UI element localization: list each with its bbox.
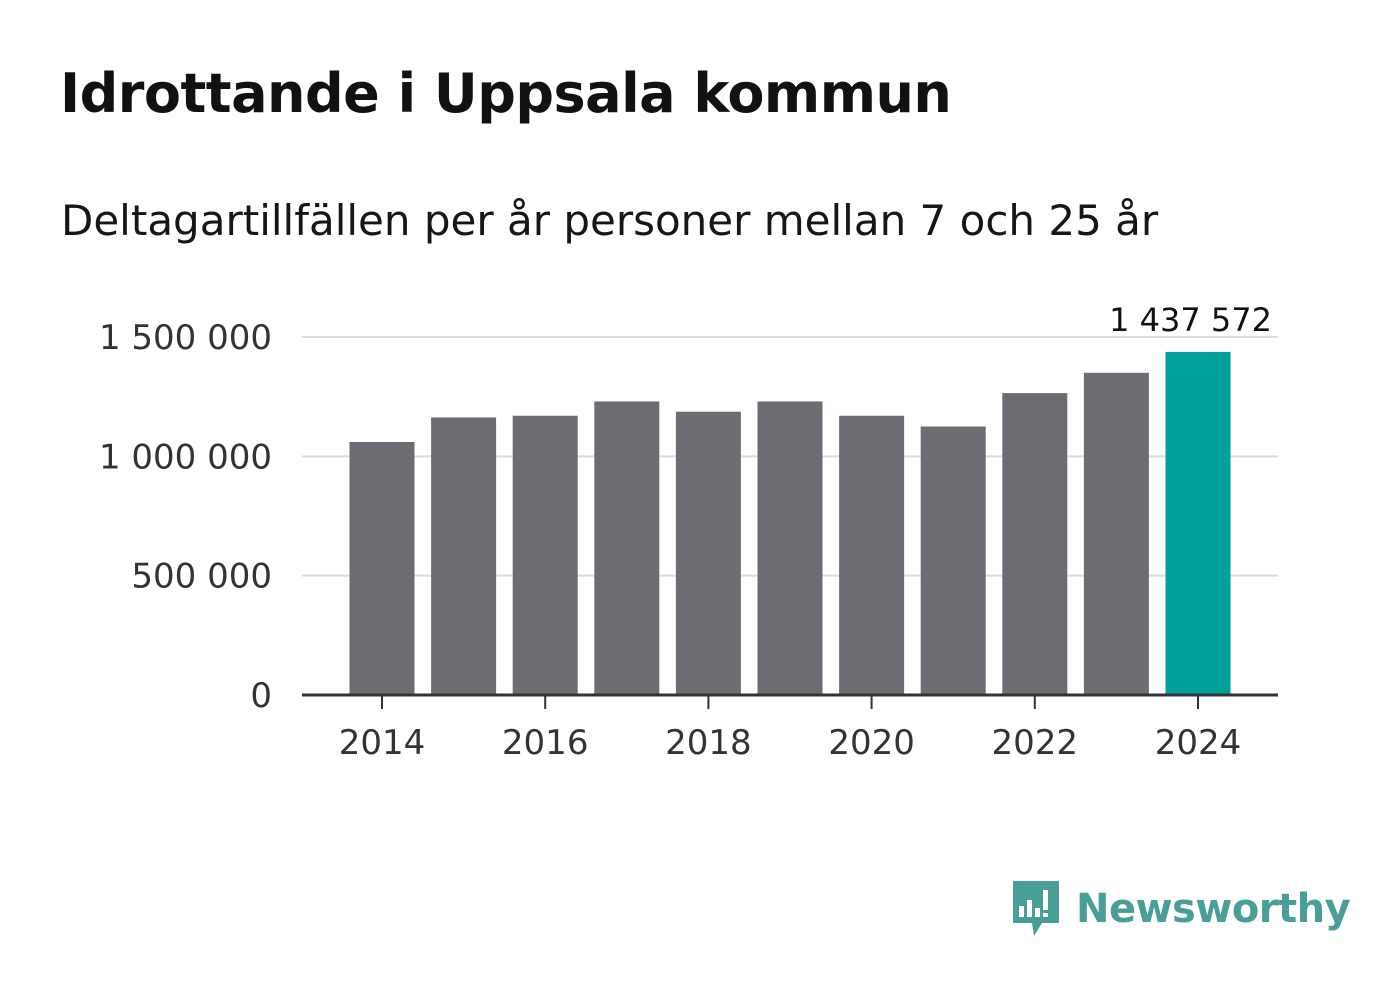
bar-2014: [349, 442, 415, 695]
bar-2015: [431, 417, 497, 695]
x-tick-label: 2020: [828, 723, 915, 763]
bar-2016: [512, 415, 578, 695]
bar-2024: [1165, 351, 1231, 695]
x-tick-label: 2018: [665, 723, 752, 763]
x-tick-label: 2024: [1155, 723, 1242, 763]
y-axis-labels: 0 500 000 1 000 000 1 500 000: [99, 318, 272, 716]
bar-2022: [1002, 393, 1068, 695]
bars: [349, 351, 1231, 695]
data-labels: 1 437 572: [1106, 298, 1275, 342]
newsworthy-logo: Newsworthy: [1010, 878, 1351, 940]
brand-name: Newsworthy: [1076, 886, 1351, 932]
newsworthy-chart-bubble-icon: [1013, 881, 1059, 936]
highlight-value-label: 1 437 572: [1109, 301, 1272, 339]
bar-2023: [1083, 372, 1149, 695]
x-tick-label: 2016: [502, 723, 589, 763]
x-axis: [302, 693, 1278, 709]
x-axis-labels: 2014 2016 2018 2020 2022 2024: [339, 723, 1242, 763]
bar-2020: [839, 415, 905, 695]
bar-2021: [920, 426, 986, 695]
bar-2019: [757, 401, 823, 695]
y-tick-label: 500 000: [131, 557, 272, 597]
y-tick-label: 1 500 000: [99, 318, 272, 358]
x-tick-label: 2014: [339, 723, 426, 763]
chart-title: Idrottande i Uppsala kommun: [60, 62, 952, 125]
x-tick-label: 2022: [992, 723, 1079, 763]
y-tick-label: 1 000 000: [99, 437, 272, 477]
bar-2017: [594, 401, 660, 695]
y-tick-label: 0: [250, 676, 272, 716]
chart-subtitle: Deltagartillfällen per år personer mella…: [61, 196, 1159, 245]
bar-2018: [675, 411, 741, 695]
